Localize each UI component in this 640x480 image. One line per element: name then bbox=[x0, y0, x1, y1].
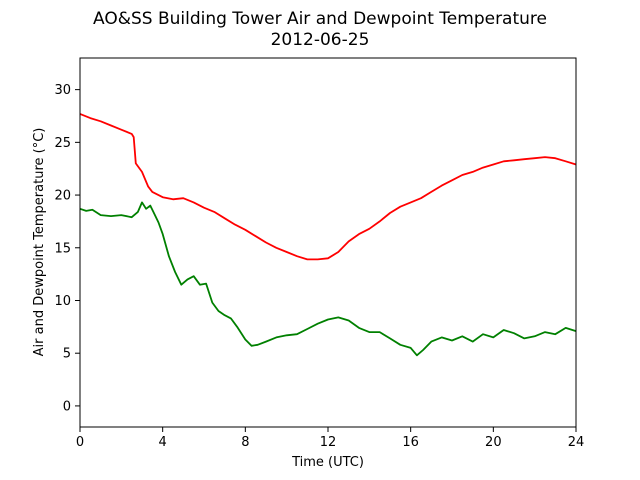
x-tick-label: 0 bbox=[76, 435, 84, 450]
y-tick-label: 30 bbox=[54, 83, 71, 98]
ticks-layer: 0 4 8 12 16 20 24 0 5 10 15 20 25 30 bbox=[54, 83, 584, 450]
chart-title: AO&SS Building Tower Air and Dewpoint Te… bbox=[93, 9, 547, 29]
series-line-1 bbox=[79, 201, 577, 357]
x-tick-label: 8 bbox=[241, 435, 249, 450]
x-tick-label: 24 bbox=[568, 435, 585, 450]
x-axis-label: Time (UTC) bbox=[291, 455, 364, 470]
series-layer bbox=[79, 113, 577, 357]
x-tick-label: 4 bbox=[159, 435, 167, 450]
y-tick-label: 15 bbox=[54, 241, 71, 256]
y-tick-label: 5 bbox=[63, 347, 71, 362]
x-tick-label: 20 bbox=[485, 435, 502, 450]
chart-subtitle: 2012-06-25 bbox=[271, 30, 370, 50]
series-line-0 bbox=[79, 113, 577, 261]
y-tick-label: 0 bbox=[63, 399, 71, 414]
x-tick-label: 16 bbox=[402, 435, 419, 450]
x-tick-label: 12 bbox=[320, 435, 337, 450]
plot-frame bbox=[79, 57, 577, 428]
y-tick-label: 10 bbox=[54, 294, 71, 309]
y-tick-label: 20 bbox=[54, 189, 71, 204]
y-axis-label: Air and Dewpoint Temperature (°C) bbox=[32, 128, 47, 357]
y-tick-label: 25 bbox=[54, 136, 71, 151]
